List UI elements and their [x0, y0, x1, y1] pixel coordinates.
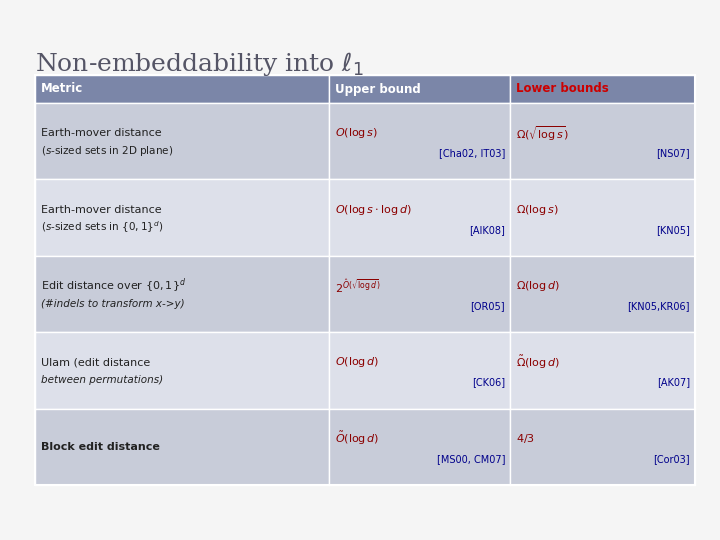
Bar: [329, 332, 510, 409]
Text: (#indels to transform x->y): (#indels to transform x->y): [41, 299, 184, 309]
Text: [NS07]: [NS07]: [657, 148, 690, 158]
Bar: [329, 103, 510, 179]
Bar: [510, 256, 695, 332]
Text: Earth-mover distance: Earth-mover distance: [41, 205, 161, 214]
Text: $O(\log s \cdot \log d)$: $O(\log s \cdot \log d)$: [335, 202, 412, 217]
Bar: [510, 103, 695, 179]
Bar: [329, 256, 510, 332]
Text: [MS00, CM07]: [MS00, CM07]: [437, 454, 505, 464]
Text: $\tilde{O}(\log d)$: $\tilde{O}(\log d)$: [335, 430, 379, 447]
Text: ($s$-sized sets in $\{0,1\}^d$): ($s$-sized sets in $\{0,1\}^d$): [41, 220, 163, 235]
Text: Lower bounds: Lower bounds: [516, 83, 609, 96]
Text: $\Omega(\log d)$: $\Omega(\log d)$: [516, 279, 560, 293]
Bar: [35, 75, 695, 485]
Text: [OR05]: [OR05]: [471, 301, 505, 311]
Text: $4/3$: $4/3$: [516, 433, 535, 446]
Text: $\Omega(\sqrt{\log s})$: $\Omega(\sqrt{\log s})$: [516, 124, 569, 143]
Text: $2^{\hat{O}(\sqrt{\log d})}$: $2^{\hat{O}(\sqrt{\log d})}$: [335, 277, 380, 295]
Bar: [329, 409, 510, 485]
Bar: [35, 256, 329, 332]
Text: between permutations): between permutations): [41, 375, 163, 386]
Bar: [35, 409, 329, 485]
Bar: [329, 179, 510, 256]
Text: $\tilde{\Omega}(\log d)$: $\tilde{\Omega}(\log d)$: [516, 354, 560, 371]
Bar: [510, 332, 695, 409]
Text: Edit distance over $\{0,1\}^d$: Edit distance over $\{0,1\}^d$: [41, 277, 186, 295]
Text: Block edit distance: Block edit distance: [41, 442, 160, 452]
Text: Ulam (edit distance: Ulam (edit distance: [41, 357, 150, 367]
Bar: [510, 75, 695, 103]
Bar: [510, 409, 695, 485]
Bar: [35, 179, 329, 256]
Text: [KN05]: [KN05]: [656, 225, 690, 234]
Text: [Cor03]: [Cor03]: [653, 454, 690, 464]
Text: Earth-mover distance: Earth-mover distance: [41, 128, 161, 138]
Text: $O(\log s)$: $O(\log s)$: [335, 126, 378, 140]
Text: Upper bound: Upper bound: [335, 83, 420, 96]
Text: [AK07]: [AK07]: [657, 377, 690, 387]
Text: Non-embeddability into $\ell_1$: Non-embeddability into $\ell_1$: [35, 50, 364, 78]
Bar: [329, 75, 510, 103]
Text: [KN05,KR06]: [KN05,KR06]: [628, 301, 690, 311]
Bar: [35, 103, 329, 179]
Text: [AIK08]: [AIK08]: [469, 225, 505, 234]
Text: [CK06]: [CK06]: [472, 377, 505, 387]
Text: $O(\log d)$: $O(\log d)$: [335, 355, 379, 369]
Text: [Cha02, IT03]: [Cha02, IT03]: [438, 148, 505, 158]
Bar: [510, 179, 695, 256]
Text: ($s$-sized sets in 2D plane): ($s$-sized sets in 2D plane): [41, 144, 174, 158]
Bar: [35, 332, 329, 409]
Text: Metric: Metric: [41, 83, 84, 96]
Text: $\Omega(\log s)$: $\Omega(\log s)$: [516, 202, 559, 217]
Bar: [35, 75, 329, 103]
